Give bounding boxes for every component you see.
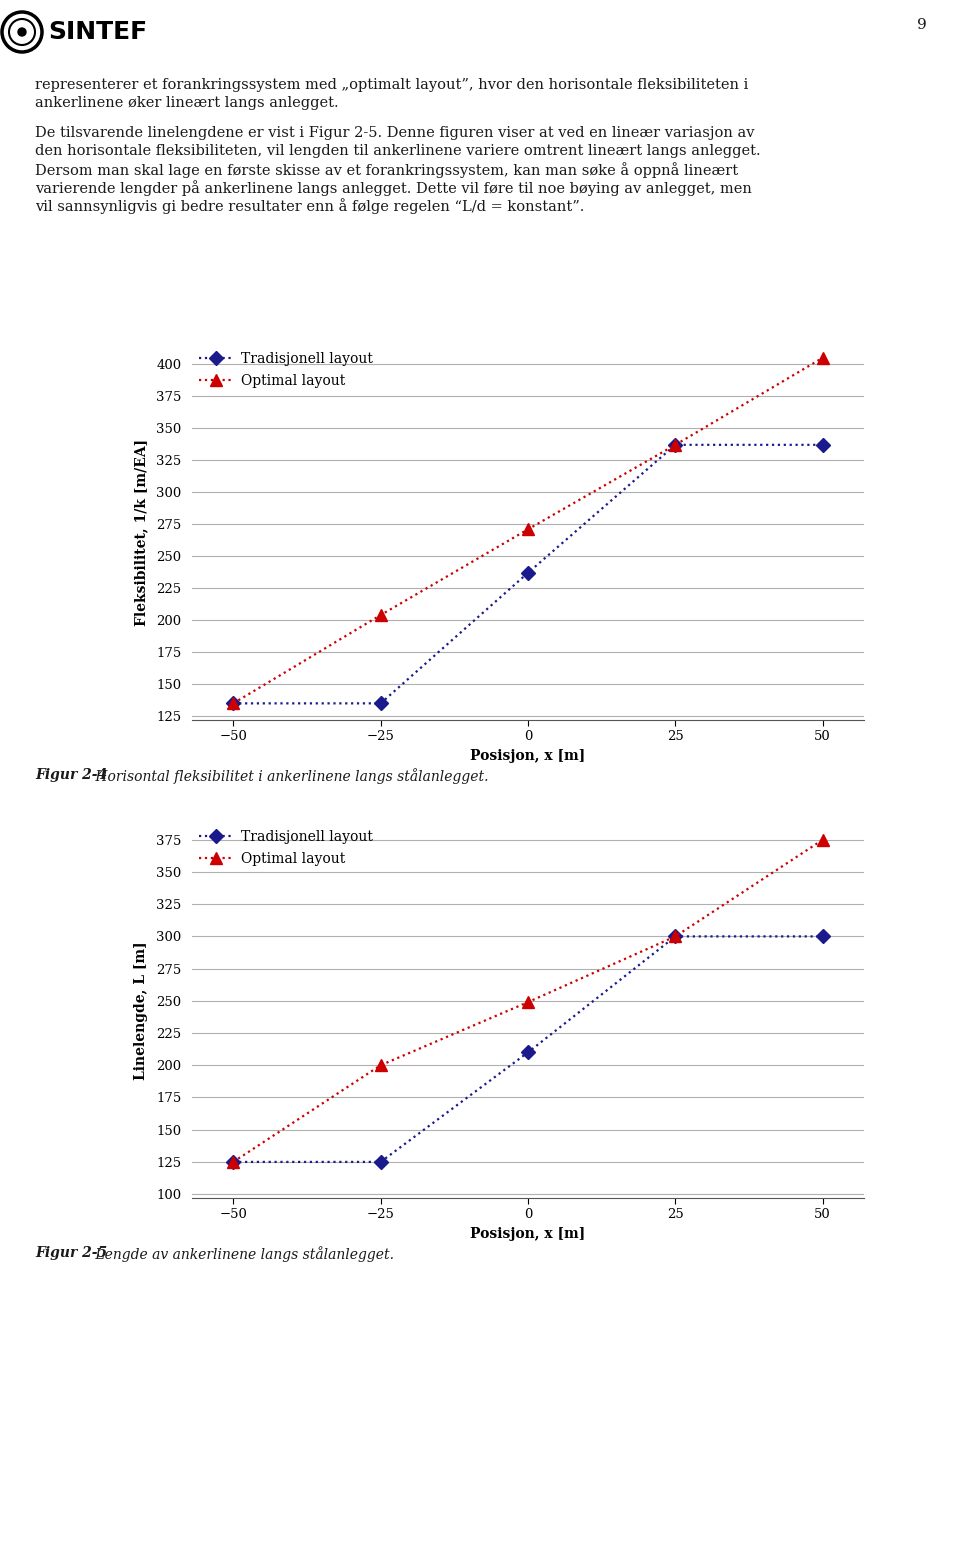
Text: den horisontale fleksibiliteten, vil lengden til ankerlinene variere omtrent lin: den horisontale fleksibiliteten, vil len… (35, 145, 760, 159)
Text: ankerlinene øker lineært langs anlegget.: ankerlinene øker lineært langs anlegget. (35, 96, 339, 110)
X-axis label: Posisjon, x [m]: Posisjon, x [m] (470, 1228, 586, 1242)
Text: Dersom man skal lage en første skisse av et forankringssystem, kan man søke å op: Dersom man skal lage en første skisse av… (35, 162, 738, 177)
Text: Figur 2-5: Figur 2-5 (35, 1246, 108, 1260)
Y-axis label: Fleksibilitet, 1/k [m/EA]: Fleksibilitet, 1/k [m/EA] (133, 439, 148, 626)
Text: Figur 2-4: Figur 2-4 (35, 769, 108, 783)
Legend: Tradisjonell layout, Optimal layout: Tradisjonell layout, Optimal layout (199, 352, 372, 389)
Y-axis label: Linelengde, L [m]: Linelengde, L [m] (133, 941, 148, 1080)
Circle shape (18, 28, 26, 36)
Legend: Tradisjonell layout, Optimal layout: Tradisjonell layout, Optimal layout (199, 829, 372, 867)
Text: representerer et forankringssystem med „optimalt layout”, hvor den horisontale f: representerer et forankringssystem med „… (35, 78, 749, 92)
Text: 9: 9 (917, 19, 926, 33)
Text: Horisontal fleksibilitet i ankerlinene langs stålanlegget.: Horisontal fleksibilitet i ankerlinene l… (91, 769, 489, 784)
Text: SINTEF: SINTEF (48, 20, 147, 44)
Text: Lengde av ankerlinene langs stålanlegget.: Lengde av ankerlinene langs stålanlegget… (91, 1246, 394, 1262)
Text: De tilsvarende linelengdene er vist i Figur 2-5. Denne figuren viser at ved en l: De tilsvarende linelengdene er vist i Fi… (35, 126, 755, 140)
Text: vil sannsynligvis gi bedre resultater enn å følge regelen “L/d = konstant”.: vil sannsynligvis gi bedre resultater en… (35, 198, 585, 213)
X-axis label: Posisjon, x [m]: Posisjon, x [m] (470, 748, 586, 762)
Text: varierende lengder på ankerlinene langs anlegget. Dette vil føre til noe bøying : varierende lengder på ankerlinene langs … (35, 180, 752, 196)
